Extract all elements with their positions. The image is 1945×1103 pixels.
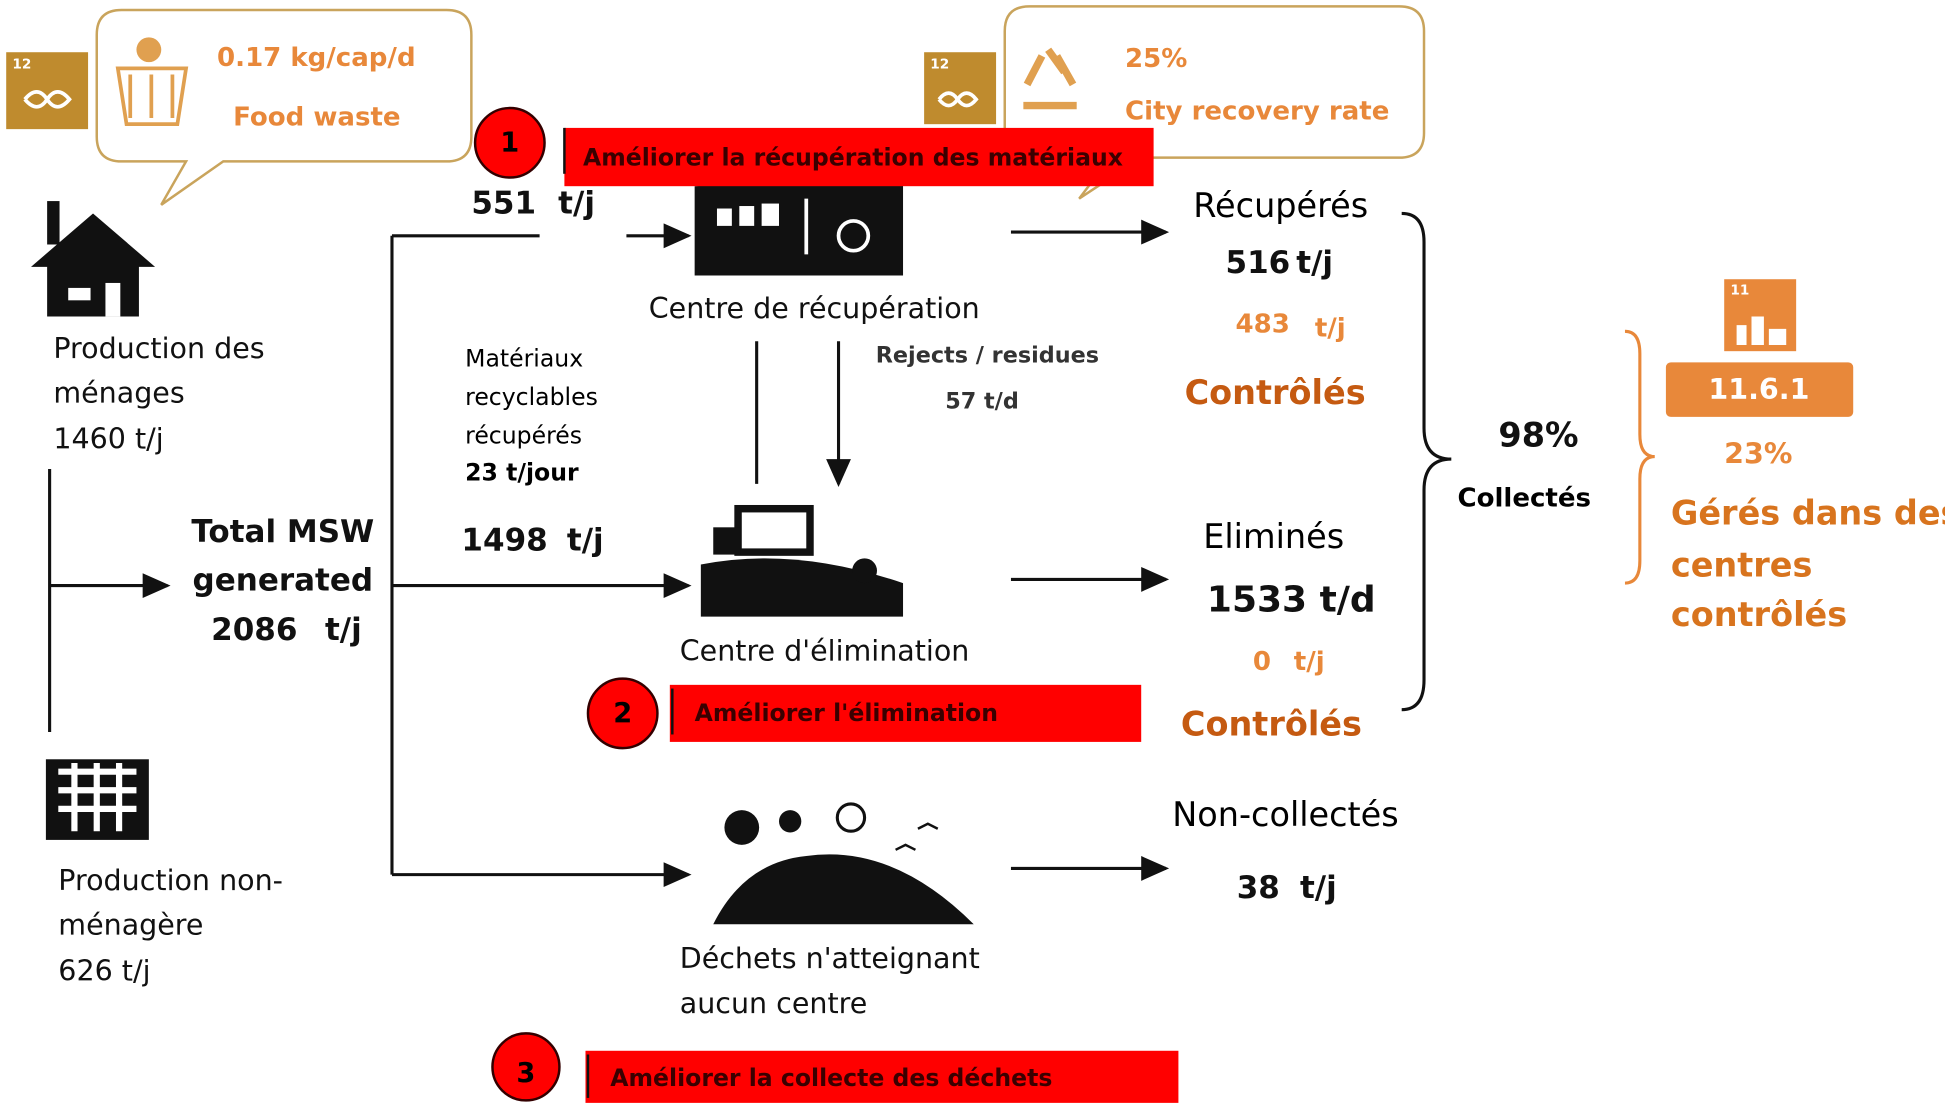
food-callout: 12 0.17 kg/cap/d Food waste xyxy=(6,8,473,206)
recycled-label: récupérés xyxy=(465,421,582,449)
controlled-unit: t/j xyxy=(1315,313,1346,343)
collected-label: Collectés xyxy=(1458,483,1592,513)
flow-value: 1498 xyxy=(461,523,547,559)
flow-unit: t/j xyxy=(558,185,595,221)
action-number: 1 xyxy=(500,128,519,159)
outcome-label: Eliminés xyxy=(1203,517,1344,556)
indicator-box xyxy=(1665,362,1854,417)
total-unit: t/j xyxy=(325,612,362,648)
outcome-value: 38 xyxy=(1237,870,1280,906)
rejects-label: Rejects / residues xyxy=(876,343,1099,369)
outcome-value: 1533 t/d xyxy=(1207,580,1376,621)
controlled-label: Contrôlés xyxy=(1185,373,1366,412)
flow-unit: t/j xyxy=(567,523,604,559)
recycled-label: Matériaux xyxy=(465,344,583,372)
recycled-label: recyclables xyxy=(465,383,598,411)
action: 1 Améliorer la récupération des matériau… xyxy=(473,106,1154,187)
dump-icon xyxy=(713,802,974,925)
source-value: 626 t/j xyxy=(58,955,150,988)
recovery-centre-icon xyxy=(694,173,904,276)
food-label: Food waste xyxy=(233,102,400,132)
total-label: Total MSW xyxy=(191,514,374,550)
outcome-unit: t/j xyxy=(1296,245,1333,281)
house-icon xyxy=(31,201,156,317)
collected-value: 98% xyxy=(1498,415,1578,454)
rejects-value: 57 t/d xyxy=(945,389,1019,415)
indicator: 11.6.1 xyxy=(1708,373,1809,406)
source-value: 1460 t/j xyxy=(53,422,163,455)
source-label: ménagère xyxy=(58,909,203,942)
building-icon xyxy=(45,759,149,840)
outcome-label: Non-collectés xyxy=(1172,795,1399,834)
recycled-value: 23 t/jour xyxy=(465,458,579,486)
outcome-label: Récupérés xyxy=(1193,186,1368,225)
source-label: Production des xyxy=(53,332,264,365)
recovery-label: City recovery rate xyxy=(1125,96,1389,126)
sdg-value: 23% xyxy=(1724,437,1792,470)
brace xyxy=(1624,329,1655,585)
centre-label: aucun centre xyxy=(680,987,868,1020)
outcome-value: 516 xyxy=(1226,245,1291,281)
food-value: 0.17 kg/cap/d xyxy=(217,43,416,73)
sdg-label: centres xyxy=(1671,546,1813,585)
action: 2 Améliorer l'élimination xyxy=(586,677,1142,750)
controlled-unit: t/j xyxy=(1294,647,1325,677)
sdg-label: contrôlés xyxy=(1671,595,1847,634)
sdg-badge: 11 xyxy=(1730,282,1749,298)
action-number: 2 xyxy=(613,698,632,729)
brace xyxy=(1401,211,1452,712)
source-label: Production non- xyxy=(58,864,283,897)
action: 3 Améliorer la collecte des déchets xyxy=(491,1032,1179,1103)
action-label: Améliorer l'élimination xyxy=(695,699,998,727)
centre-label: Déchets n'atteignant xyxy=(680,942,980,975)
action-number: 3 xyxy=(516,1058,535,1089)
sdg-badge: 12 xyxy=(12,57,31,73)
controlled-label: Contrôlés xyxy=(1181,704,1362,743)
sdg-label: Gérés dans des xyxy=(1671,493,1945,532)
total-value: 2086 xyxy=(211,612,297,648)
controlled-value: 0 xyxy=(1253,647,1271,677)
flow-value: 551 xyxy=(471,185,536,221)
disposal-centre-icon xyxy=(700,504,904,617)
centre-label: Centre de récupération xyxy=(649,292,980,325)
outcome-unit: t/j xyxy=(1300,870,1337,906)
centre-label: Centre d'élimination xyxy=(680,635,970,668)
total-label: generated xyxy=(193,562,374,598)
action-label: Améliorer la collecte des déchets xyxy=(610,1064,1052,1092)
source-label: ménages xyxy=(53,377,184,410)
recovery-value: 25% xyxy=(1125,44,1187,74)
controlled-value: 483 xyxy=(1235,310,1289,340)
action-label: Améliorer la récupération des matériaux xyxy=(583,143,1123,171)
sdg-badge: 12 xyxy=(930,57,949,73)
